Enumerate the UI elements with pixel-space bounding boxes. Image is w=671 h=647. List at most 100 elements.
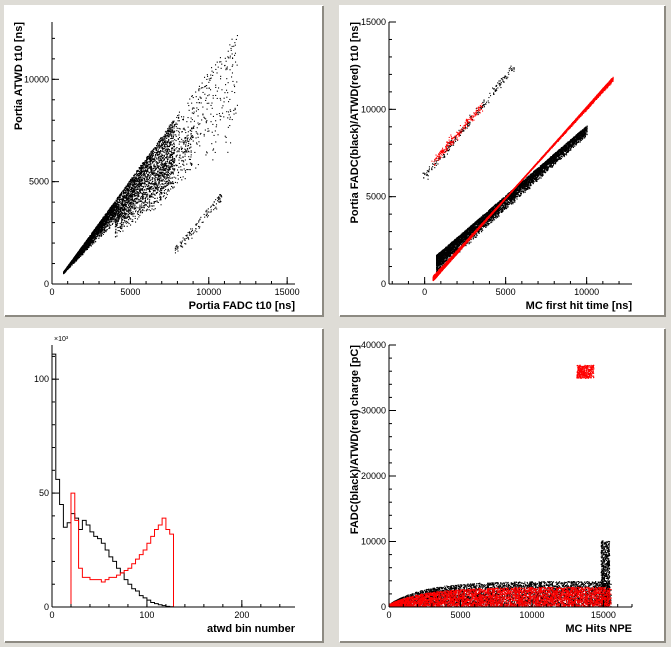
data-point [116,235,118,237]
data-point [163,155,165,157]
data-point [120,213,122,215]
data-point [163,143,165,145]
data-point [141,185,143,187]
data-point [120,194,122,196]
data-point [137,192,139,194]
data-point [220,75,222,77]
data-point [133,181,135,183]
data-point [148,158,150,160]
data-point [156,172,158,174]
data-point [157,187,159,189]
data-point [157,167,159,169]
data-point [168,190,170,192]
data-point [107,222,109,224]
data-point [183,151,185,153]
data-point [119,209,121,211]
data-point [151,158,153,160]
data-point [155,147,157,149]
data-point [167,171,169,173]
data-point [122,203,124,205]
data-point [153,183,155,185]
data-point [151,150,153,152]
data-point [78,250,80,252]
data-point [210,121,212,123]
data-point [88,237,90,239]
data-point [103,217,105,219]
data-point [165,148,167,150]
data-point [76,256,78,258]
data-point [168,182,170,184]
data-point [132,190,134,192]
data-point [149,195,151,197]
data-point [178,120,180,122]
data-point [137,218,139,220]
data-point [122,219,124,221]
data-point [144,174,146,176]
data-point [156,163,158,165]
data-point [167,170,169,172]
data-point [148,155,150,157]
data-point [228,101,230,103]
data-point [159,196,161,198]
data-point [161,148,163,150]
data-point [91,232,93,234]
data-point [115,219,117,221]
data-point [82,248,84,250]
data-point [155,157,157,159]
data-point [175,148,177,150]
data-point [108,221,110,223]
data-point [85,244,87,246]
data-point [154,183,156,185]
data-point [167,151,169,153]
data-point [161,153,163,155]
data-point [147,181,149,183]
data-point [137,201,139,203]
data-point [152,149,154,151]
data-point [161,164,163,166]
data-point [159,156,161,158]
data-point [150,166,152,168]
data-point [141,201,143,203]
data-point [138,170,140,172]
data-point [172,137,174,139]
data-point [170,183,172,185]
data-point [157,201,159,203]
data-point [166,171,168,173]
data-point [166,135,168,137]
data-point [144,167,146,169]
data-point [156,200,158,202]
data-point [178,134,180,136]
data-point [165,164,167,166]
data-point [183,128,185,130]
data-point [90,233,92,235]
data-point [104,215,106,217]
data-point [231,53,233,55]
data-point [112,211,114,213]
data-point [172,158,174,160]
data-point [124,192,126,194]
data-point [118,206,120,208]
data-point [147,157,149,159]
data-point [182,119,184,121]
data-point [205,97,207,99]
data-point [145,199,147,201]
data-point [197,164,199,166]
data-point [144,162,146,164]
data-point [230,49,232,51]
data-point [128,210,130,212]
data-point [103,218,105,220]
data-point [123,216,125,218]
data-point [140,183,142,185]
data-point [145,196,147,198]
data-point [103,219,105,221]
data-point [97,231,99,233]
data-point [126,220,128,222]
data-point [216,97,218,99]
data-point [139,204,141,206]
data-point [195,91,197,93]
data-point [121,224,123,226]
data-point [141,203,143,205]
data-point [69,266,71,268]
data-point [124,214,126,216]
data-point [177,138,179,140]
